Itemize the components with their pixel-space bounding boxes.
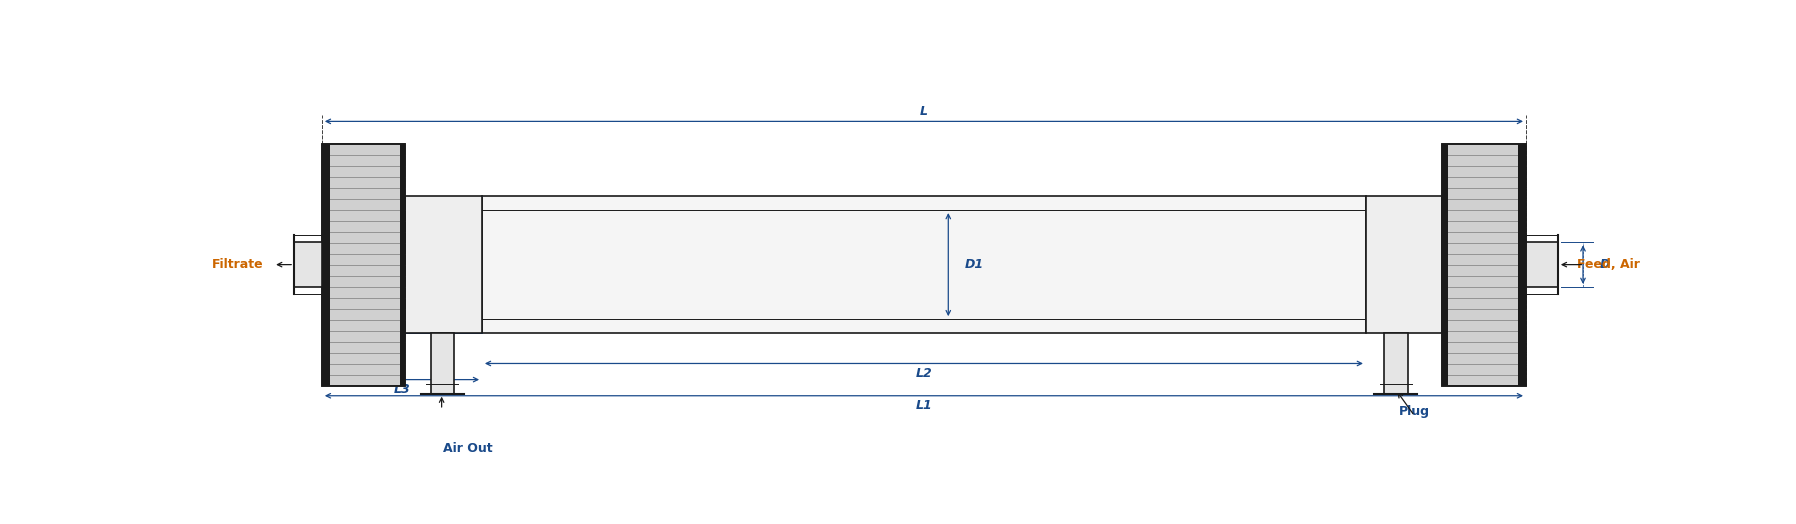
Text: L: L [920,105,929,118]
Text: L3: L3 [393,383,409,396]
Bar [321,144,330,386]
Bar [1518,144,1527,386]
Bar [406,196,481,333]
Text: Feed, Air: Feed, Air [1577,258,1640,271]
Bar [321,144,406,386]
Bar [1385,333,1408,394]
Text: L1: L1 [916,399,932,412]
Bar [1442,144,1527,386]
Text: L2: L2 [916,367,932,380]
Bar [295,243,327,287]
Bar [1365,196,1442,333]
Bar [481,196,1367,333]
Bar [1442,144,1527,386]
Bar [401,144,406,386]
Bar [321,144,406,386]
Bar [1527,243,1557,287]
Text: Air Out: Air Out [444,442,492,455]
Text: Filtrate: Filtrate [212,258,264,271]
Text: Plug: Plug [1399,405,1430,418]
Text: W: W [336,258,350,271]
Text: D1: D1 [964,258,984,271]
Text: D: D [1600,258,1609,271]
Bar [431,333,454,394]
Bar [1442,144,1448,386]
